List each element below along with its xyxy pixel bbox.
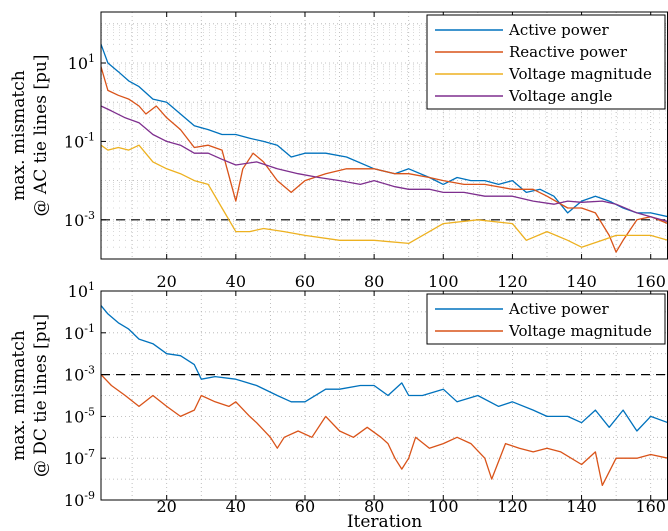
y-tick-label: 10-3 xyxy=(64,209,95,230)
x-tick-label: 80 xyxy=(364,272,384,291)
x-axis-label: Iteration xyxy=(347,512,422,531)
series-line-2 xyxy=(101,374,668,487)
x-tick-label: 100 xyxy=(428,497,459,516)
legend-label-2: Voltage magnitude xyxy=(508,322,652,340)
y-tick-label: 10-7 xyxy=(64,447,95,468)
x-tick-label: 100 xyxy=(428,272,459,291)
legend-label-4: Voltage angle xyxy=(508,87,613,105)
x-tick-label: 40 xyxy=(226,272,246,291)
y-tick-label: 10-1 xyxy=(64,322,95,343)
series-line-1 xyxy=(101,305,668,432)
series-line-3 xyxy=(101,144,668,248)
y-tick-label: 101 xyxy=(68,52,95,73)
x-tick-label: 120 xyxy=(497,272,528,291)
legend: Active power Voltage magnitude xyxy=(426,293,666,345)
y-axis-label-line2: @ DC tie lines [pu] xyxy=(31,314,51,477)
legend: Active power Reactive power Voltage magnit… xyxy=(426,14,666,110)
x-tick-label: 140 xyxy=(566,497,597,516)
y-tick-label: 101 xyxy=(68,280,95,301)
x-tick-label: 80 xyxy=(364,497,384,516)
series-group xyxy=(101,44,668,253)
series-line-2 xyxy=(101,66,668,253)
y-tick-label: 10-1 xyxy=(64,130,95,151)
x-tick-label: 20 xyxy=(157,497,177,516)
legend-label-2: Reactive power xyxy=(509,43,628,61)
x-tick-label: 60 xyxy=(295,497,315,516)
x-tick-label: 160 xyxy=(635,497,666,516)
y-tick-label: 10-3 xyxy=(64,364,95,385)
x-tick-label: 20 xyxy=(157,272,177,291)
legend-label-1: Active power xyxy=(508,300,610,318)
legend-box xyxy=(426,293,666,345)
y-axis-label-line1: max. mismatch xyxy=(9,70,29,201)
y-axis-label-line2: @ AC tie lines [pu] xyxy=(31,55,51,217)
y-axis-label-line1: max. mismatch xyxy=(9,330,29,461)
legend-label-1: Active power xyxy=(508,21,610,39)
y-tick-label: 10-9 xyxy=(64,489,95,510)
chart-dc: 20 40 60 80 100 120 140 160 101 10-1 10-3 10-5 10-7 1… xyxy=(9,280,668,531)
series-line-4 xyxy=(101,105,668,223)
chart-ac: 2040608010012014016010110-110-3Iteration… xyxy=(9,11,668,311)
x-tick-label: 160 xyxy=(635,272,666,291)
x-tick-label: 40 xyxy=(226,497,246,516)
x-tick-label: 120 xyxy=(497,497,528,516)
y-tick-label: 10-5 xyxy=(64,405,95,426)
x-tick-label: 60 xyxy=(295,272,315,291)
x-tick-label: 140 xyxy=(566,272,597,291)
series-group xyxy=(101,305,668,487)
legend-label-3: Voltage magnitude xyxy=(508,65,652,83)
